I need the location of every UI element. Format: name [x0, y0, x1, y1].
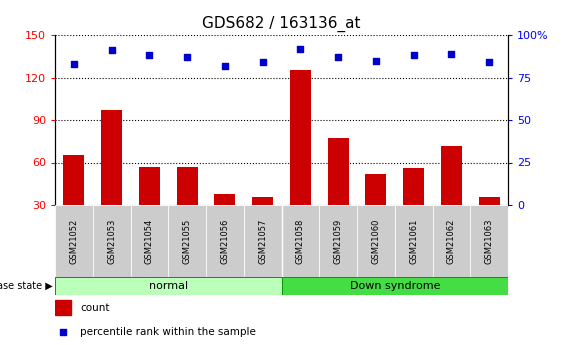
Text: GSM21058: GSM21058: [296, 218, 305, 264]
Bar: [252, 197, 273, 205]
Bar: [168, 205, 206, 277]
Bar: [441, 146, 462, 205]
Bar: [55, 205, 93, 277]
Text: GSM21062: GSM21062: [447, 218, 456, 264]
Bar: [328, 138, 348, 205]
Text: GSM21063: GSM21063: [485, 218, 494, 264]
Bar: [282, 277, 508, 295]
Bar: [93, 205, 131, 277]
Point: [334, 55, 343, 60]
Bar: [290, 70, 311, 205]
Text: Down syndrome: Down syndrome: [350, 281, 440, 291]
Bar: [357, 205, 395, 277]
Bar: [206, 205, 244, 277]
Bar: [177, 167, 198, 205]
Point: [59, 329, 68, 335]
Bar: [131, 205, 168, 277]
Text: normal: normal: [149, 281, 188, 291]
Text: GSM21061: GSM21061: [409, 218, 418, 264]
Bar: [470, 205, 508, 277]
Point: [145, 53, 154, 58]
Title: GDS682 / 163136_at: GDS682 / 163136_at: [202, 16, 361, 32]
Point: [447, 51, 456, 57]
Text: GSM21055: GSM21055: [182, 218, 191, 264]
Bar: [55, 277, 282, 295]
Point: [107, 48, 116, 53]
Bar: [479, 197, 499, 205]
Bar: [365, 174, 386, 205]
Bar: [215, 194, 235, 205]
Point: [258, 59, 267, 65]
Text: GSM21053: GSM21053: [107, 218, 116, 264]
Text: percentile rank within the sample: percentile rank within the sample: [80, 327, 256, 337]
Point: [409, 53, 418, 58]
Bar: [403, 168, 424, 205]
Bar: [282, 205, 319, 277]
Point: [220, 63, 229, 68]
Bar: [395, 205, 432, 277]
Text: GSM21059: GSM21059: [334, 218, 343, 264]
Bar: [101, 110, 122, 205]
Text: disease state ▶: disease state ▶: [0, 281, 53, 291]
Bar: [55, 299, 71, 315]
Text: GSM21057: GSM21057: [258, 218, 267, 264]
Point: [182, 55, 191, 60]
Point: [485, 59, 494, 65]
Bar: [319, 205, 357, 277]
Text: GSM21060: GSM21060: [372, 218, 381, 264]
Bar: [244, 205, 282, 277]
Text: count: count: [80, 303, 109, 313]
Bar: [139, 167, 160, 205]
Point: [296, 46, 305, 51]
Point: [372, 58, 381, 63]
Point: [69, 61, 78, 67]
Text: GSM21052: GSM21052: [69, 218, 78, 264]
Bar: [432, 205, 470, 277]
Text: GSM21056: GSM21056: [220, 218, 229, 264]
Text: GSM21054: GSM21054: [145, 218, 154, 264]
Bar: [64, 155, 84, 205]
